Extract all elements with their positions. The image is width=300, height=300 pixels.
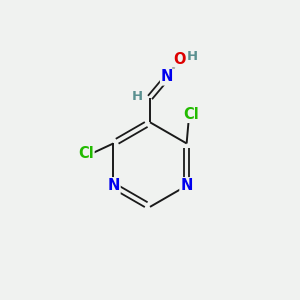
Text: N: N — [107, 178, 120, 193]
Text: H: H — [132, 89, 143, 103]
Text: N: N — [161, 69, 173, 84]
Text: H: H — [187, 50, 198, 63]
Text: O: O — [173, 52, 186, 67]
Text: Cl: Cl — [184, 107, 199, 122]
Text: N: N — [180, 178, 193, 193]
Text: Cl: Cl — [78, 146, 94, 161]
